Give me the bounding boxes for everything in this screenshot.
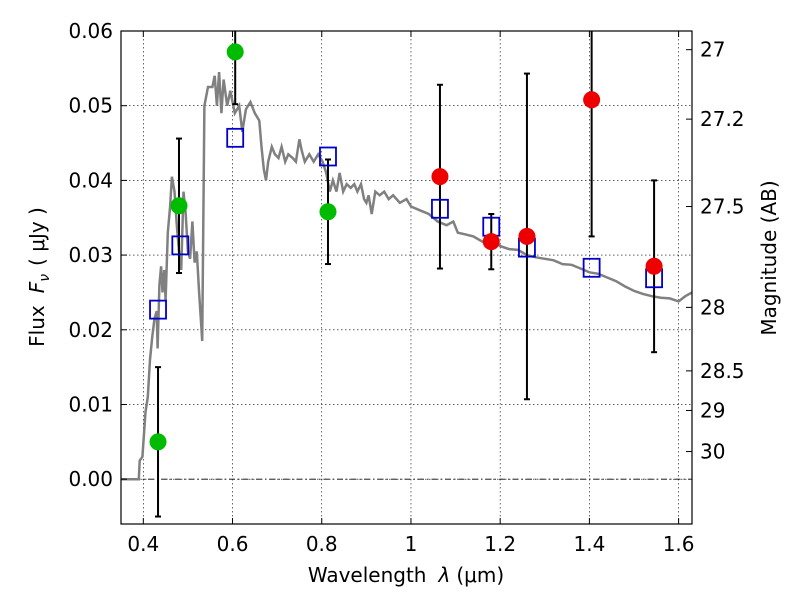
y-tick-label: 0.01	[68, 392, 113, 416]
x-axis-label: Wavelength λ (μm)	[308, 563, 504, 587]
mag-tick-label: 30	[700, 440, 725, 464]
nir-data-point	[518, 227, 536, 245]
plot-area	[121, 31, 692, 518]
x-tick-label: 1.6	[663, 532, 695, 556]
x-axis-label-unit: (μm)	[456, 563, 504, 587]
y-tick-label: 0.00	[68, 467, 113, 491]
mag-tick-label: 29	[700, 398, 725, 422]
x-tick-label: 1.4	[573, 532, 605, 556]
optical-data-point	[170, 197, 188, 215]
y-tick-label: 0.04	[68, 168, 113, 192]
model-flux-square	[149, 299, 167, 320]
x-axis-label-text: Wavelength	[308, 563, 427, 587]
model-flux-square	[226, 127, 245, 148]
nir-data-point	[583, 91, 601, 109]
error-bars	[155, 31, 658, 518]
y-tick-label: 0.03	[68, 243, 113, 267]
y-axis-label-symbol: F	[25, 281, 49, 293]
x-axis-label-symbol: λ	[438, 563, 451, 587]
y-tick-label: 0.05	[68, 94, 113, 118]
plot-frame	[120, 30, 693, 525]
y-axis-label-unit: ( μJy )	[25, 207, 49, 266]
x-tick-label: 1	[405, 532, 418, 556]
mag-tick-label: 27.2	[700, 107, 745, 131]
model-flux-square	[582, 257, 601, 278]
model-flux-square	[171, 235, 190, 256]
y2-axis-label: Magnitude (AB)	[757, 180, 781, 335]
axes-frame	[120, 30, 693, 525]
optical-data-point	[226, 43, 244, 61]
x-tick-label: 0.8	[306, 532, 338, 556]
y-tick-label: 0.02	[68, 318, 113, 342]
mag-tick-label: 28.5	[700, 359, 745, 383]
model-flux-square	[431, 198, 449, 219]
y-axis-label-text: Flux	[25, 305, 49, 347]
tick-labels: 0.4 0.6 0.8 1 1.2 1.4 1.6 0.00 0.01 0.02 0.03 0.04 0…	[68, 19, 744, 556]
x-tick-label: 1.2	[484, 532, 516, 556]
mag-tick-label: 28	[700, 295, 725, 319]
data-markers	[149, 43, 663, 451]
mag-tick-label: 27.5	[700, 195, 745, 219]
x-tick-label: 0.4	[127, 532, 159, 556]
mag-tick-label: 27	[700, 38, 725, 62]
x-tick-label: 0.6	[217, 532, 249, 556]
y-axis-label-subscript: ν	[37, 274, 53, 282]
y-axis-label: Flux Fν ( μJy )	[25, 207, 53, 347]
y-tick-label: 0.06	[68, 19, 113, 43]
nir-data-point	[482, 233, 500, 251]
nir-data-point	[431, 168, 449, 186]
optical-data-point	[319, 203, 337, 221]
model-flux-square	[319, 146, 337, 167]
optical-data-point	[149, 433, 167, 451]
nir-data-point	[645, 257, 663, 275]
model-sed-line	[121, 72, 692, 481]
